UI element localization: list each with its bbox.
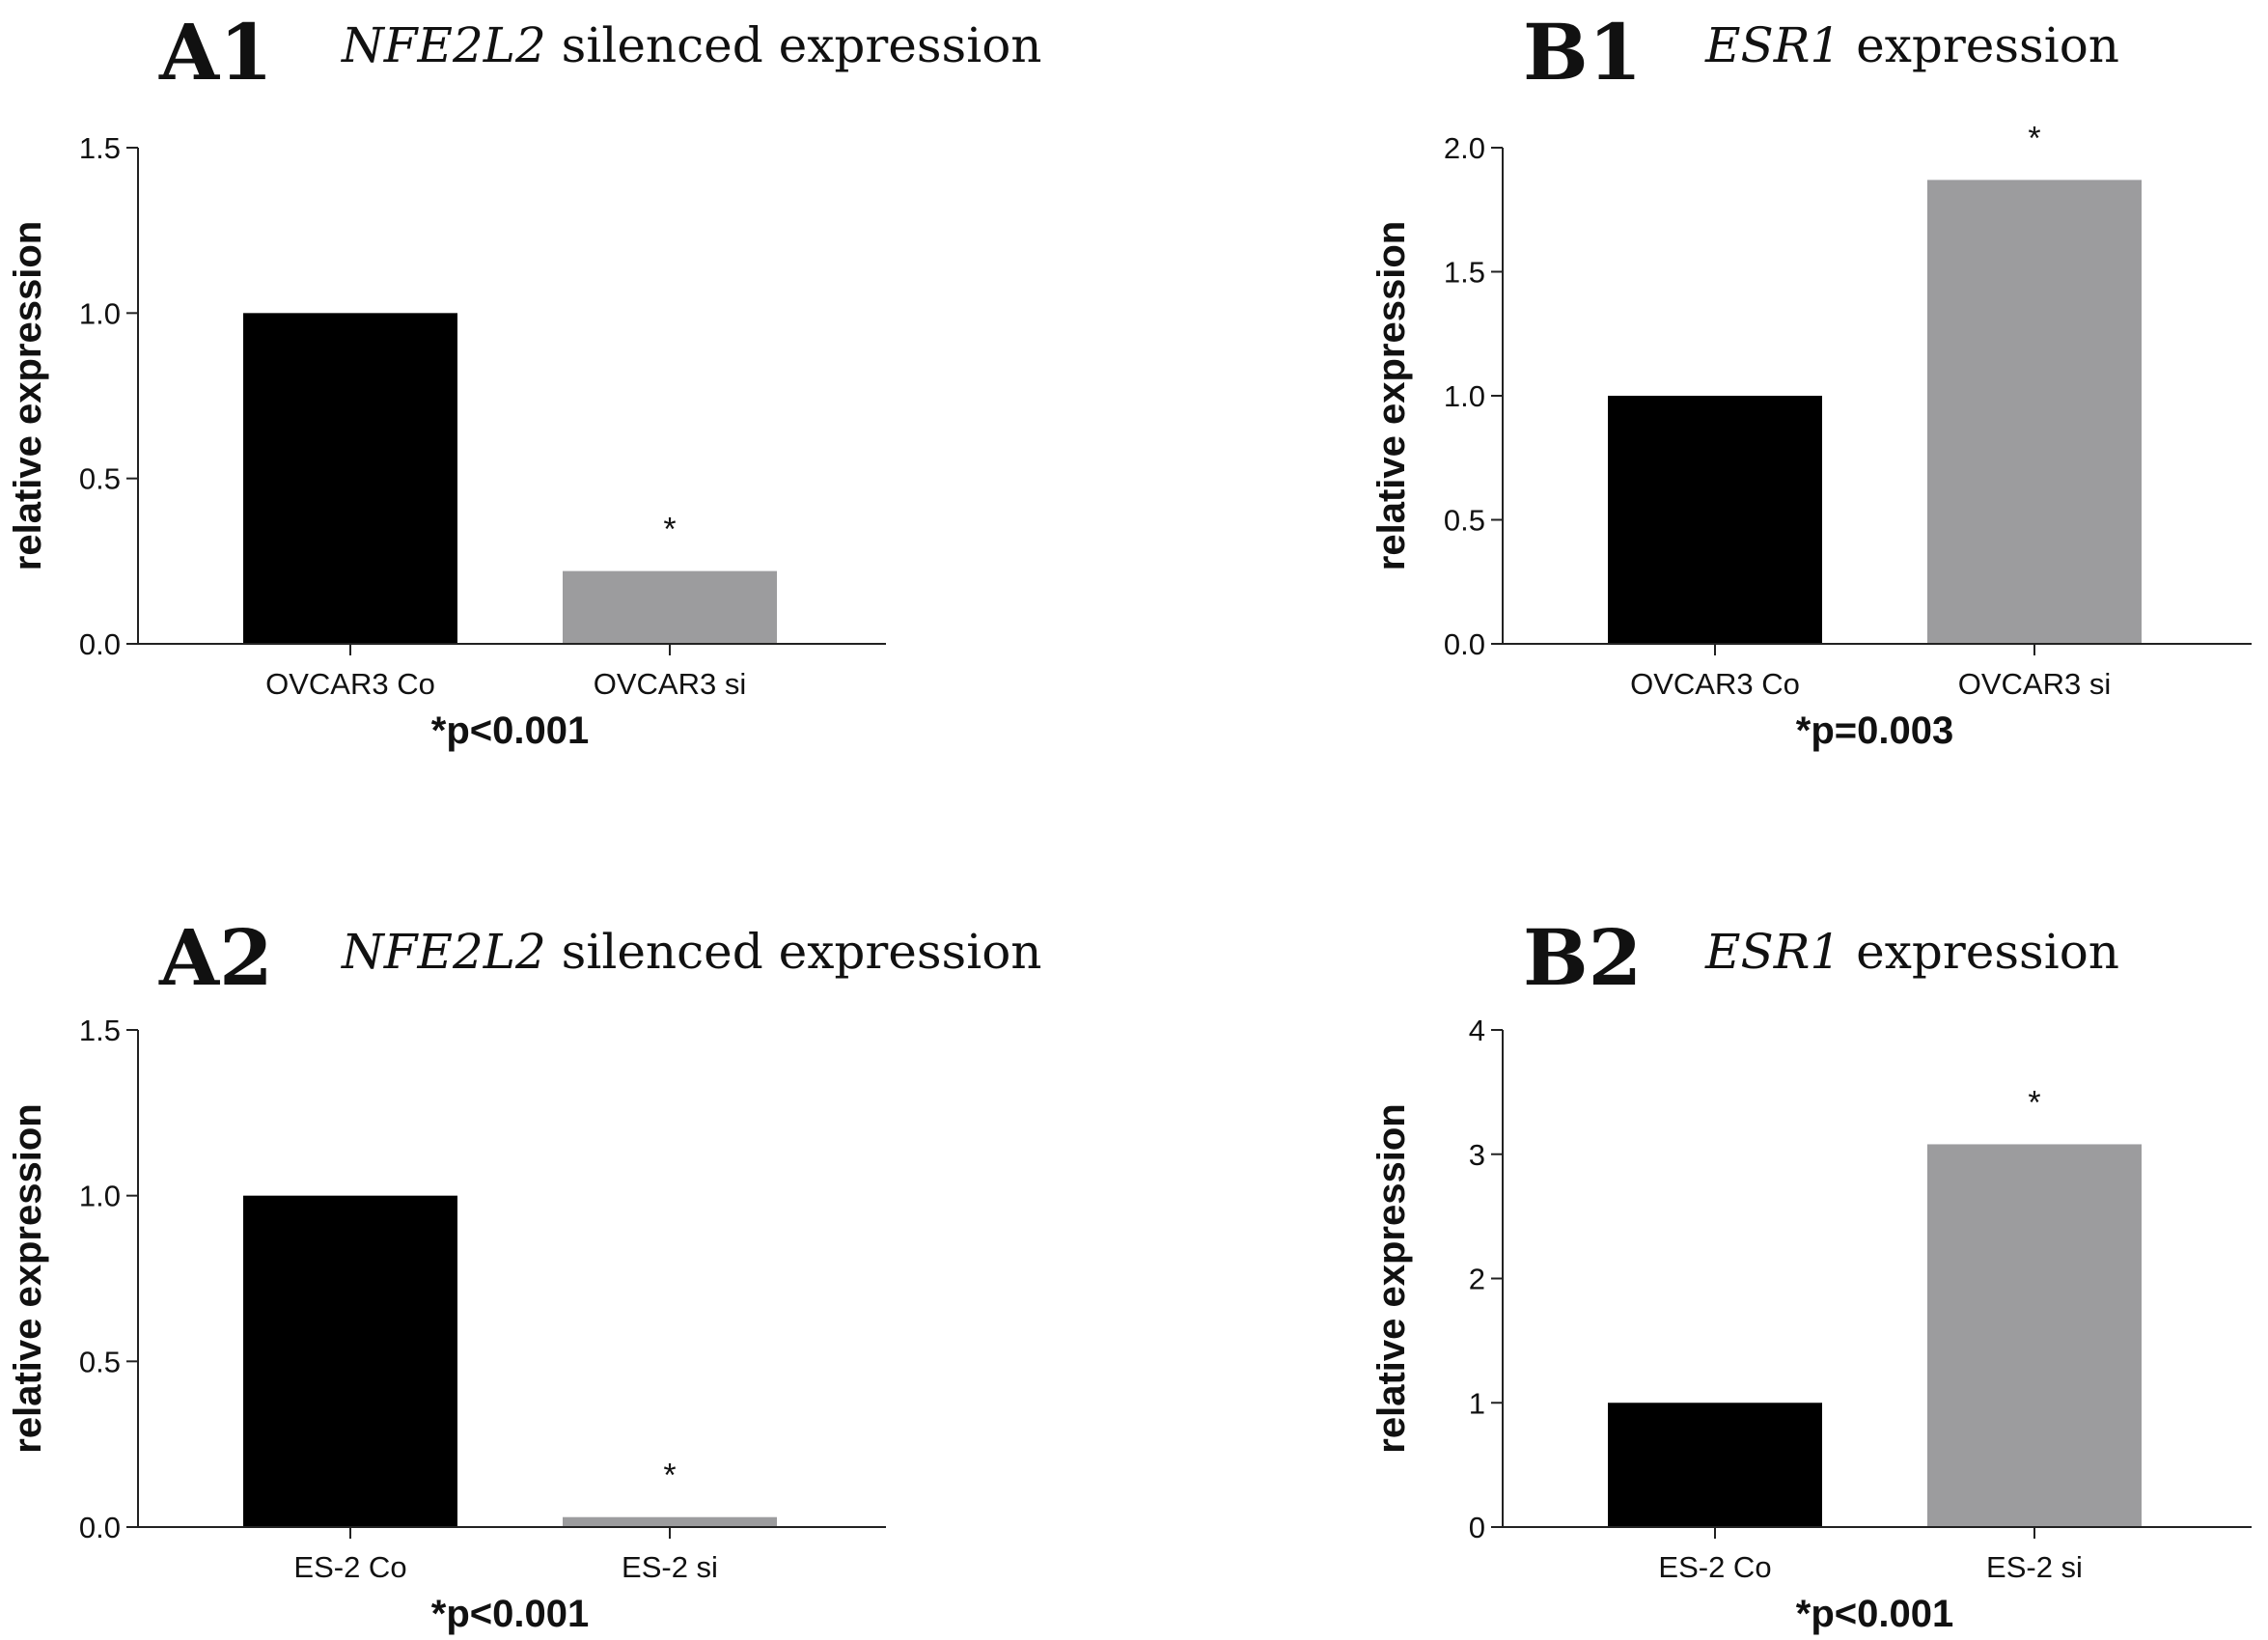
y-tick-label: 4	[1469, 1014, 1485, 1047]
category-label: OVCAR3 Co	[265, 667, 435, 701]
title-text: silenced expression	[546, 924, 1042, 980]
panel-label: A2	[158, 912, 273, 1003]
p-value-label: *p<0.001	[431, 1593, 589, 1635]
significance-marker: *	[2028, 1084, 2040, 1121]
y-axis-label: relative expression	[1370, 221, 1413, 570]
p-value-label: *p<0.001	[431, 709, 589, 752]
bar-1	[1608, 396, 1822, 644]
chart-title: NFE2L2 silenced expression	[341, 924, 1042, 980]
bar-2	[563, 570, 777, 644]
y-tick-label: 0.5	[79, 462, 121, 496]
title-gene: NFE2L2	[341, 924, 546, 980]
y-tick-label: 0.0	[79, 627, 121, 661]
panel-label: B1	[1523, 7, 1642, 97]
y-tick-label: 1.0	[1444, 379, 1485, 413]
y-tick-label: 0.5	[79, 1345, 121, 1378]
category-label: OVCAR3 si	[1958, 667, 2111, 701]
panel-b1: B1 ESR1 expression OVCAR3 Co * OVCAR3 si 0.0 0…	[1370, 7, 2252, 752]
p-value-label: *p<0.001	[1796, 1593, 1953, 1635]
chart-title: ESR1 expression	[1704, 17, 2119, 73]
y-tick-label: 1.5	[79, 1014, 121, 1047]
y-axis-label: relative expression	[1370, 1103, 1413, 1453]
category-label: OVCAR3 Co	[1630, 667, 1800, 701]
chart-title: ESR1 expression	[1704, 924, 2119, 980]
y-tick-label: 0.5	[1444, 504, 1485, 538]
y-tick-label: 0	[1469, 1511, 1485, 1544]
bar-2	[563, 1516, 777, 1527]
panel-label: B2	[1523, 912, 1642, 1003]
bar-2	[1927, 180, 2142, 644]
bar-1	[243, 1195, 457, 1527]
title-gene: ESR1	[1704, 924, 1840, 980]
panel-b2: B2 ESR1 expression ES-2 Co * ES-2 si 0 1 2 3 4 rel…	[1370, 912, 2252, 1635]
y-tick-label: 1.0	[79, 1180, 121, 1213]
y-tick-label: 1.5	[79, 131, 121, 165]
y-tick-label: 3	[1469, 1138, 1485, 1172]
bar-2	[1927, 1144, 2142, 1527]
p-value-label: *p=0.003	[1796, 709, 1953, 752]
bar-1	[243, 313, 457, 644]
category-label: ES-2 Co	[293, 1550, 406, 1584]
bar-1	[1608, 1403, 1822, 1527]
title-gene: ESR1	[1704, 17, 1840, 73]
significance-marker: *	[663, 1458, 676, 1494]
y-tick-label: 1.0	[79, 296, 121, 330]
y-tick-label: 2	[1469, 1263, 1485, 1296]
y-tick-label: 2.0	[1444, 131, 1485, 165]
y-axis-label: relative expression	[7, 221, 49, 570]
panel-a2: A2 NFE2L2 silenced expression ES-2 Co * ES-2…	[7, 912, 1042, 1635]
category-label: ES-2 Co	[1658, 1550, 1771, 1584]
significance-marker: *	[663, 512, 676, 548]
category-label: ES-2 si	[622, 1550, 718, 1584]
chart-title: NFE2L2 silenced expression	[341, 17, 1042, 73]
category-label: ES-2 si	[1986, 1550, 2083, 1584]
panel-a1: A1 NFE2L2 silenced expression OVCAR3 Co * OV…	[7, 7, 1042, 752]
significance-marker: *	[2028, 120, 2040, 156]
title-text: expression	[1840, 924, 2119, 980]
y-tick-label: 0.0	[79, 1511, 121, 1544]
title-gene: NFE2L2	[341, 17, 546, 73]
category-label: OVCAR3 si	[594, 667, 746, 701]
panel-label: A1	[158, 7, 273, 97]
y-tick-label: 1.5	[1444, 256, 1485, 290]
y-tick-label: 1	[1469, 1386, 1485, 1420]
y-tick-label: 0.0	[1444, 627, 1485, 661]
title-text: expression	[1840, 17, 2119, 73]
title-text: silenced expression	[546, 17, 1042, 73]
y-axis-label: relative expression	[7, 1103, 49, 1453]
